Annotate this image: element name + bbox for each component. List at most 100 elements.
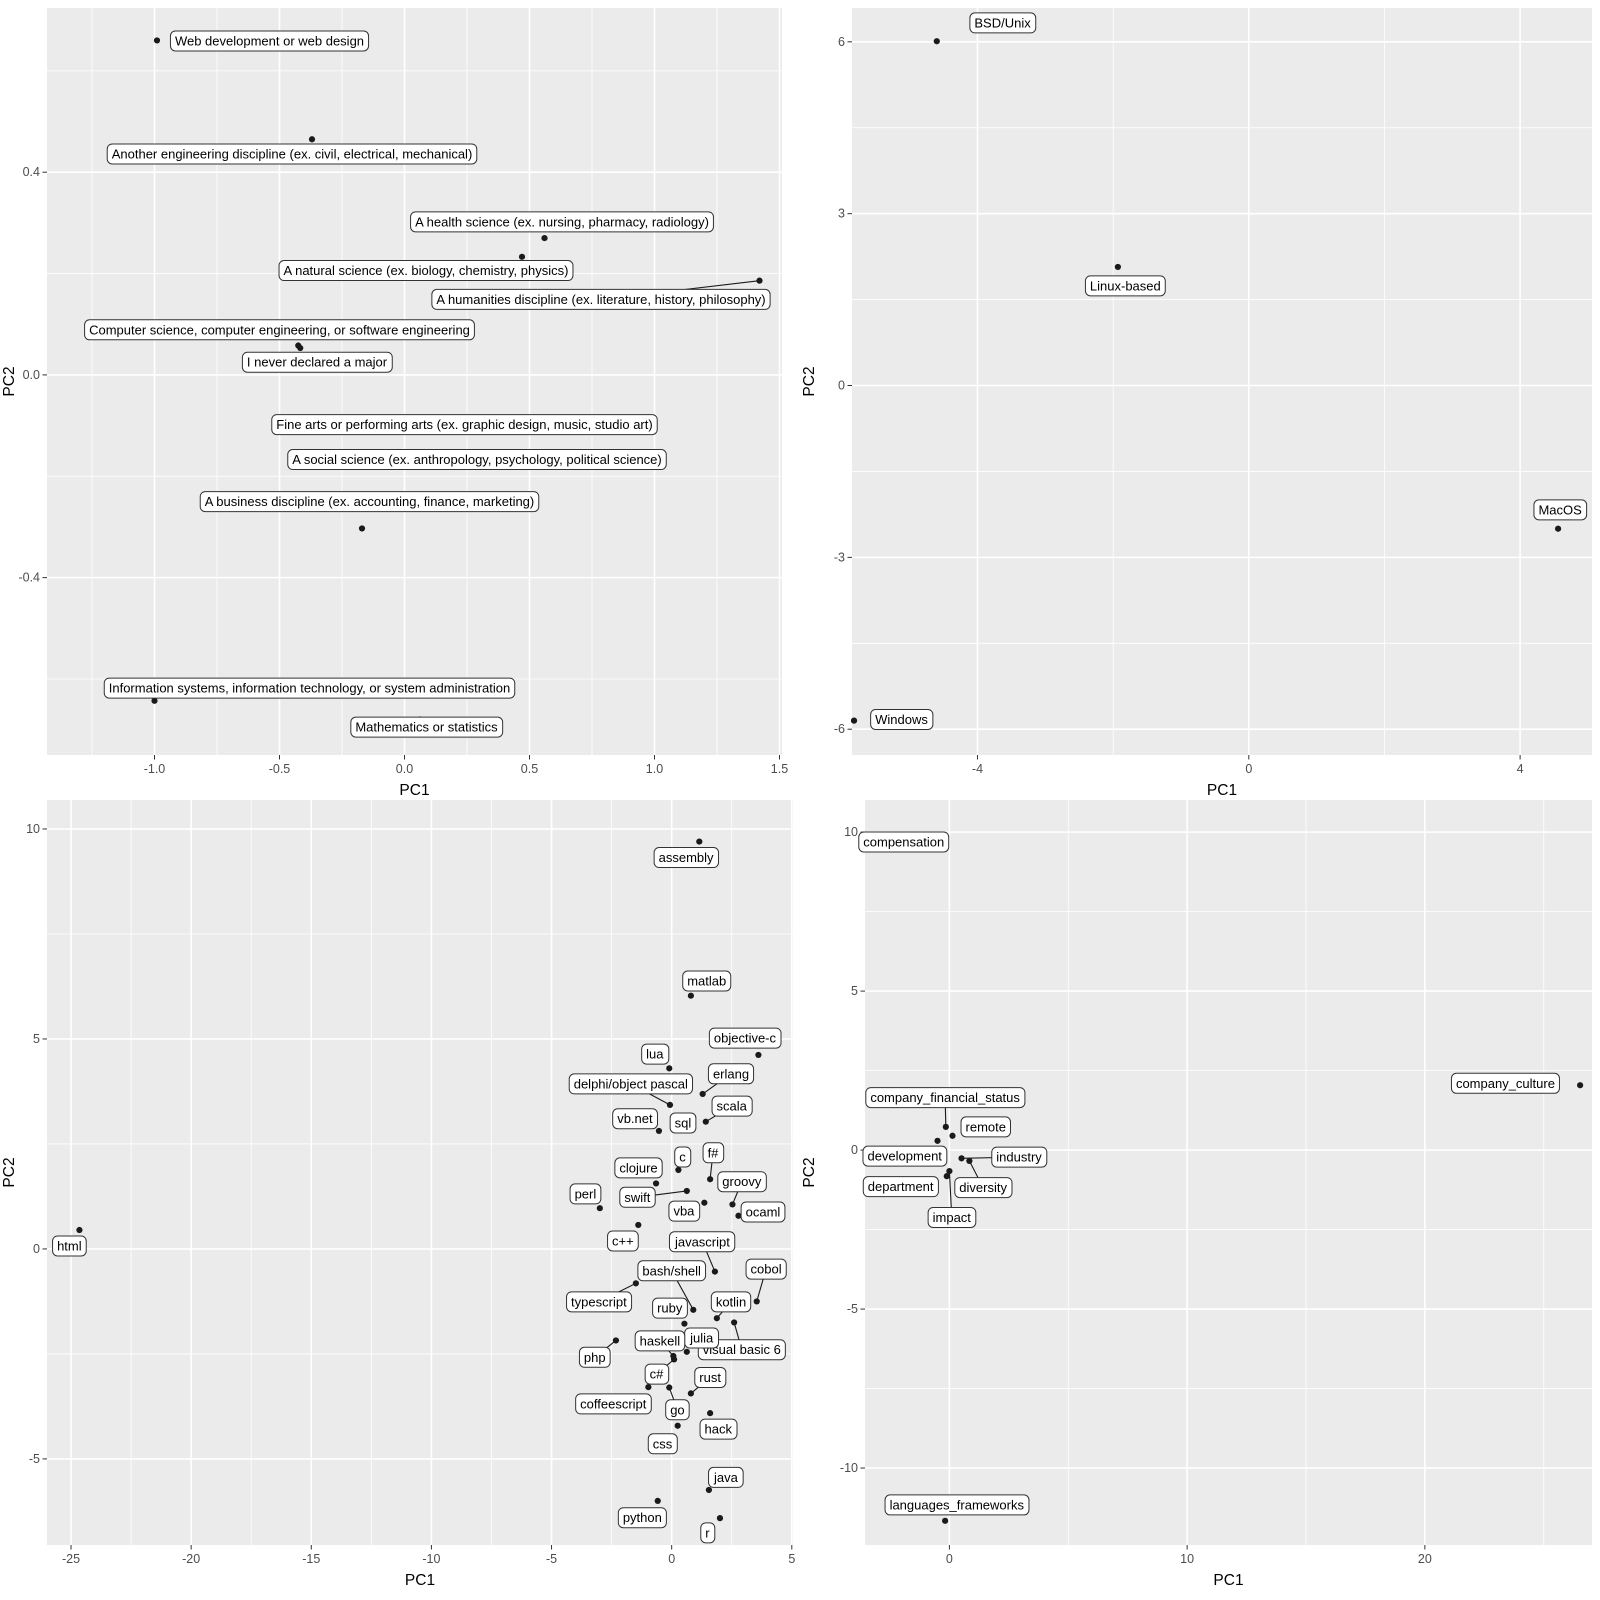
point-label-box-compensation — [858, 831, 950, 853]
y-tick-label: -6 — [834, 722, 845, 736]
point-label-bash-shell: bash/shell — [642, 1263, 701, 1278]
data-point-company-culture — [1577, 1082, 1584, 1089]
y-tick-label: -3 — [834, 550, 845, 564]
point-label-go: go — [670, 1402, 684, 1417]
point-label-coffeescript: coffeescript — [580, 1396, 647, 1411]
point-label-box-another-engineering-discipline-ex-civil-electrical-mechanical — [106, 143, 478, 165]
point-label-ruby: ruby — [657, 1301, 683, 1316]
y-tick-label: 6 — [838, 35, 845, 49]
point-label-box-coffeescript — [575, 1393, 652, 1415]
point-label-box-visual-basic-6 — [697, 1339, 786, 1361]
data-point-perl — [596, 1205, 603, 1212]
point-label-box-lua — [641, 1043, 670, 1065]
x-tick-label: -10 — [422, 1552, 440, 1566]
point-label-box-windows — [870, 708, 934, 730]
data-point-rust — [687, 1390, 694, 1397]
point-label-c: c# — [650, 1367, 665, 1382]
point-label-impact: impact — [933, 1210, 972, 1225]
y-tick-label: -5 — [29, 1452, 40, 1466]
point-label-box-assembly — [653, 847, 720, 869]
y-axis-title: PC2 — [801, 1157, 818, 1187]
point-label-a-health-science-ex-nursing-pharmacy-radiology: A health science (ex. nursing, pharmacy,… — [415, 214, 709, 229]
point-label-company-financial-status: company_financial_status — [870, 1090, 1020, 1105]
y-axis-title: PC2 — [1, 1157, 18, 1187]
point-label-box-a-natural-science-ex-biology-chemistry-physics — [278, 260, 574, 282]
y-tick-label: -5 — [847, 1302, 858, 1316]
point-label-box-company-culture — [1450, 1072, 1560, 1094]
point-label-perl: perl — [575, 1186, 597, 1201]
point-label-company-culture: company_culture — [1456, 1076, 1555, 1091]
point-label-php: php — [584, 1350, 606, 1365]
point-label-box-r — [700, 1522, 716, 1544]
point-label-windows: Windows — [875, 712, 928, 727]
data-point-bash-shell — [690, 1306, 697, 1313]
point-label-box-objective-c — [708, 1027, 782, 1049]
y-tick-label: 0.0 — [23, 368, 40, 382]
data-point-c — [670, 1356, 678, 1363]
point-label-hack: hack — [705, 1422, 733, 1437]
data-point-hack — [707, 1410, 714, 1417]
data-point-information-systems-information-technology-or-system-administration — [151, 697, 158, 704]
point-label-typescript: typescript — [571, 1294, 627, 1309]
point-label-box-vba — [668, 1200, 701, 1222]
data-point-ruby — [681, 1320, 688, 1327]
y-tick-label: 0 — [838, 379, 845, 393]
data-point-macos — [1554, 525, 1562, 532]
point-label-box-erlang — [707, 1063, 755, 1085]
point-label-box-haskell — [634, 1330, 686, 1352]
point-label-fine-arts-or-performing-arts-ex-graphic-design-music-studio-art: Fine arts or performing arts (ex. graphi… — [276, 417, 652, 432]
point-label-lua: lua — [646, 1047, 664, 1062]
point-label-c: c — [679, 1149, 686, 1164]
point-label-cobol: cobol — [751, 1262, 782, 1277]
data-point-java — [705, 1486, 713, 1494]
point-label-a-business-discipline-ex-accounting-finance-marketing: A business discipline (ex. accounting, f… — [205, 494, 535, 509]
pca-plot-factors-canvas: 0 10 20 -10 -5 0 5 10 PC1 PC2 compensation company_… — [801, 800, 1592, 1589]
x-axis-title: PC1 — [1207, 782, 1237, 799]
x-tick-label: 0 — [946, 1552, 953, 1566]
point-label-box-sql — [669, 1112, 697, 1134]
point-label-box-f — [702, 1142, 725, 1164]
point-label-industry: industry — [996, 1150, 1042, 1165]
point-label-a-natural-science-ex-biology-chemistry-physics: A natural science (ex. biology, chemistr… — [284, 263, 569, 278]
point-label-box-perl — [569, 1183, 602, 1205]
point-label-erlang: erlang — [713, 1066, 749, 1081]
data-point-languages-frameworks — [942, 1517, 949, 1524]
point-label-swift: swift — [624, 1190, 650, 1205]
point-label-groovy: groovy — [722, 1174, 762, 1189]
point-label-delphi-object-pascal: delphi/object pascal — [574, 1076, 688, 1091]
point-label-information-systems-information-technology-or-system-administration: Information systems, information technol… — [109, 681, 510, 696]
x-tick-label: -25 — [62, 1552, 80, 1566]
point-label-department: department — [868, 1179, 934, 1194]
point-label-remote: remote — [966, 1119, 1006, 1134]
data-point-c — [635, 1221, 642, 1229]
y-tick-label: 0.4 — [23, 165, 40, 179]
data-point-web-development-or-web-design — [153, 37, 161, 44]
point-label-box-vb-net — [612, 1108, 659, 1130]
x-tick-label: 0 — [1245, 762, 1252, 776]
data-point-lua — [666, 1065, 673, 1072]
pca-plot-operating-systems: -4 0 4 -6 -3 0 3 6 PC1 PC2 BSD/Unix Linux-based MacO… — [800, 0, 1600, 800]
point-label-box-bash-shell — [637, 1260, 707, 1282]
point-label-box-c — [607, 1230, 639, 1252]
point-label-c: c++ — [612, 1233, 634, 1248]
data-point-remote — [949, 1132, 956, 1139]
point-label-css: css — [653, 1436, 673, 1451]
point-label-f: f# — [708, 1145, 720, 1160]
data-point-groovy — [729, 1201, 736, 1208]
point-label-matlab: matlab — [687, 974, 726, 989]
data-point-matlab — [687, 992, 694, 999]
y-axis-title: PC2 — [1, 366, 18, 396]
point-label-objective-c: objective-c — [714, 1031, 777, 1046]
point-label-box-industry — [991, 1146, 1048, 1168]
point-label-box-department — [862, 1176, 939, 1198]
x-tick-label: 1.0 — [646, 762, 663, 776]
point-label-haskell: haskell — [640, 1333, 681, 1348]
point-label-rust: rust — [699, 1370, 721, 1385]
point-label-box-mathematics-or-statistics — [350, 716, 504, 738]
point-label-a-humanities-discipline-ex-literature-history-philosophy: A humanities discipline (ex. literature,… — [436, 292, 765, 307]
x-tick-label: 5 — [788, 1552, 795, 1566]
pca-plot-languages-canvas: -25 -20 -15 -10 -5 0 5 -5 0 5 10 PC1 PC2 assembly matl… — [1, 800, 795, 1589]
point-label-another-engineering-discipline-ex-civil-electrical-mechanical: Another engineering discipline (ex. civi… — [112, 146, 473, 161]
y-tick-label: 5 — [851, 984, 858, 998]
point-label-box-php — [578, 1346, 611, 1368]
